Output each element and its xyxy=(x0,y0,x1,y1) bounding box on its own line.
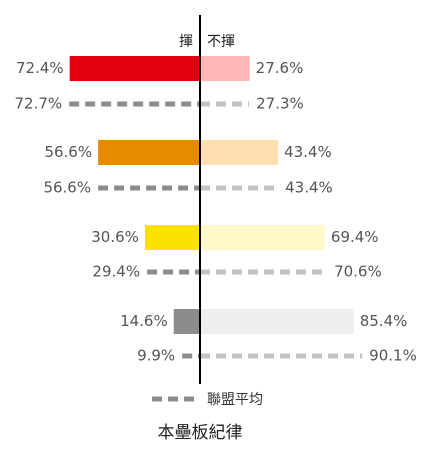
swing-value-label-3: 30.6% xyxy=(91,228,139,246)
swing-bar-1 xyxy=(69,56,201,81)
league-avg-take-label-3: 70.6% xyxy=(334,263,382,281)
league-avg-take-label-4: 90.1% xyxy=(369,347,417,365)
swing-value-label-2: 56.6% xyxy=(44,143,92,161)
take-value-label-1: 27.6% xyxy=(256,59,304,77)
take-bar-3 xyxy=(200,225,325,250)
league-avg-swing-label-2: 56.6% xyxy=(43,179,91,197)
swing-header: 揮 xyxy=(179,34,193,50)
swing-bar-3 xyxy=(144,225,200,250)
legend-label: 聯盟平均 xyxy=(207,392,263,408)
league-avg-take-label-2: 43.4% xyxy=(285,179,333,197)
take-value-label-4: 85.4% xyxy=(360,312,408,330)
swing-bar-2 xyxy=(98,140,200,165)
take-value-label-2: 43.4% xyxy=(284,143,332,161)
league-avg-swing-label-4: 9.9% xyxy=(137,347,175,365)
league-avg-take-label-1: 27.3% xyxy=(256,95,304,113)
take-bar-4 xyxy=(200,309,354,334)
take-header: 不揮 xyxy=(207,34,235,50)
chart-title: 本壘板紀律 xyxy=(158,423,243,443)
league-avg-swing-label-1: 72.7% xyxy=(14,95,62,113)
league-avg-swing-label-3: 29.4% xyxy=(92,263,140,281)
take-bar-2 xyxy=(200,140,279,165)
swing-value-label-1: 72.4% xyxy=(16,59,64,77)
swing-value-label-4: 14.6% xyxy=(120,312,168,330)
swing-bar-4 xyxy=(173,309,200,334)
take-bar-1 xyxy=(200,56,250,81)
take-value-label-3: 69.4% xyxy=(331,228,379,246)
